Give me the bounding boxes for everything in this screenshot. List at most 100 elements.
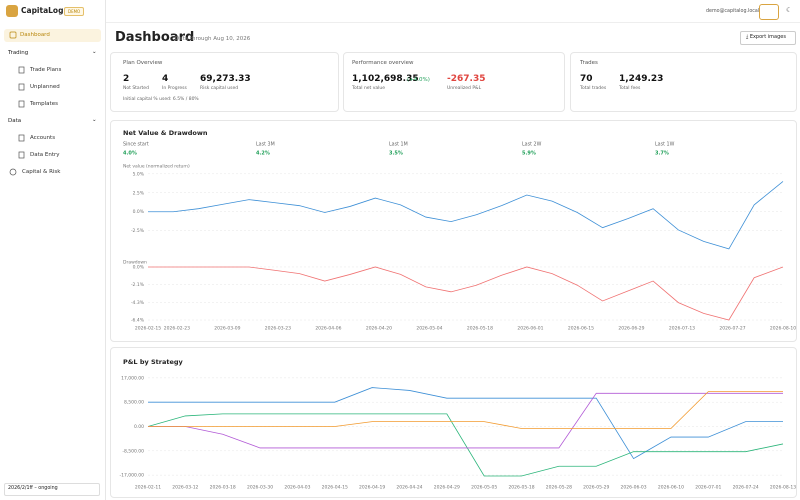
icon xyxy=(18,151,25,159)
icon xyxy=(18,100,25,108)
y-tick-label: -2.1% xyxy=(131,282,145,288)
stat-value: 2 xyxy=(123,74,130,84)
chevron[interactable]: ⌄ xyxy=(92,117,97,123)
y-tick-label: 0.0% xyxy=(133,264,145,270)
x-tick-label: 2026-03-09 xyxy=(214,326,240,332)
x-tick-label: 2026-05-04 xyxy=(416,326,442,332)
icon xyxy=(18,83,25,91)
stat-value: 5.9% xyxy=(522,151,536,157)
logo xyxy=(6,5,18,17)
nav-item[interactable]: Capital & Risk xyxy=(22,169,61,175)
stat-value: -267.35 xyxy=(447,74,486,84)
stat-value: 1,249.23 xyxy=(619,74,664,84)
stat-value: 4 xyxy=(162,74,169,84)
stat-label: Total trades xyxy=(580,86,607,91)
x-tick-label: 2026-03-12 xyxy=(172,485,198,491)
x-tick-label: 2026-06-29 xyxy=(618,326,644,332)
chevron[interactable]: ⌄ xyxy=(92,49,97,55)
stat-value: 3.7% xyxy=(655,151,669,157)
y-tick-label: 17,000.00 xyxy=(121,375,144,381)
line xyxy=(148,266,784,321)
card xyxy=(343,52,565,112)
x-tick-label: 2026-04-20 xyxy=(366,326,392,332)
theme-toggle[interactable]: ☾ xyxy=(786,6,793,14)
panel-label: Net value (normalized return) xyxy=(123,164,190,170)
x-tick-label: 2026-06-10 xyxy=(658,485,684,491)
y-tick-label: 0.0% xyxy=(133,209,145,215)
x-tick-label: 2026-07-13 xyxy=(669,326,695,332)
x-tick-label: 2026-08-10 xyxy=(770,326,796,332)
badge: DEMO xyxy=(64,7,85,16)
stat-label: Last 1W xyxy=(655,142,675,148)
x-tick-label: 2026-04-06 xyxy=(315,326,341,332)
page-subtitle: Data through Aug 10, 2026 xyxy=(175,36,251,42)
export-button[interactable] xyxy=(740,31,796,45)
x-tick-label: 2026-06-01 xyxy=(517,326,543,332)
stat-label: Last 3M xyxy=(256,142,275,148)
nav-section[interactable]: Trading xyxy=(8,50,29,56)
card-title: Trades xyxy=(580,60,598,66)
settings-button[interactable] xyxy=(759,4,779,20)
line xyxy=(148,181,784,250)
x-tick-label: 2026-03-18 xyxy=(210,485,236,491)
stat-label: In Progress xyxy=(162,86,187,91)
divider xyxy=(106,22,800,23)
range-text[interactable]: 2026/2/1ff – ongoing xyxy=(8,486,58,491)
export-label[interactable]: ⤓ Export images xyxy=(746,34,786,40)
x-tick-label: 2026-05-18 xyxy=(467,326,493,332)
stat-value: 4.0% xyxy=(123,151,137,157)
stat-value: 3.5% xyxy=(389,151,403,157)
nav-item[interactable]: Trade Plans xyxy=(30,67,62,73)
x-tick-label: 2026-03-23 xyxy=(265,326,291,332)
nav-item[interactable]: Dashboard xyxy=(20,32,50,38)
stat-value: 69,273.33 xyxy=(200,74,251,84)
sidebar xyxy=(0,0,106,500)
x-tick-label: 2026-06-15 xyxy=(568,326,594,332)
y-tick-label: 8,500.00 xyxy=(124,400,144,406)
y-tick-label: -4.3% xyxy=(131,300,145,306)
icon xyxy=(9,168,17,176)
y-tick-label: -17,000.00 xyxy=(119,473,144,479)
x-tick-label: 2026-07-24 xyxy=(733,485,759,491)
y-tick-label: -6.4% xyxy=(131,318,145,324)
stat-label: Not Started xyxy=(123,86,149,91)
range-select[interactable] xyxy=(4,483,100,496)
stat-label: Total net value xyxy=(352,86,386,91)
panel-label: Drawdown xyxy=(123,260,147,266)
export-text[interactable]: Export images xyxy=(749,34,786,40)
brand: CapitaLog xyxy=(21,6,64,15)
nav-icons xyxy=(9,31,25,176)
stat-label: Risk capital used xyxy=(200,86,239,91)
x-tick-label: 2026-04-29 xyxy=(434,485,460,491)
x-tick-label: 2026-04-19 xyxy=(359,485,385,491)
card xyxy=(570,52,797,112)
nav-item[interactable]: Templates xyxy=(30,101,58,107)
y-tick-label: -8,500.00 xyxy=(122,448,144,454)
nav-item[interactable]: Accounts xyxy=(30,135,56,141)
x-tick-label: 2026-03-30 xyxy=(247,485,273,491)
stat-label: Last 1M xyxy=(389,142,408,148)
y-tick-label: -2.5% xyxy=(131,228,145,234)
icon xyxy=(18,134,25,142)
x-tick-label: 2026-07-27 xyxy=(719,326,745,332)
stat-value: 1,102,698.35 xyxy=(352,74,419,84)
nav-section[interactable]: Data xyxy=(8,118,22,124)
nav-item[interactable]: Unplanned xyxy=(30,84,60,90)
nav-active-bg[interactable] xyxy=(4,29,101,42)
nav-item[interactable]: Data Entry xyxy=(30,152,60,158)
stat-change: (+4.0%) xyxy=(407,77,430,83)
x-tick-label: 2026-04-03 xyxy=(284,485,310,491)
stat-label: Since start xyxy=(123,142,149,148)
page-title: Dashboard xyxy=(115,30,195,45)
x-tick-label: 2026-07-01 xyxy=(695,485,721,491)
x-tick-label: 2026-08-13 xyxy=(770,485,796,491)
x-tick-label: 2026-05-18 xyxy=(508,485,534,491)
line xyxy=(148,392,783,449)
stat-label: Unrealized P&L xyxy=(447,86,482,91)
card xyxy=(110,52,339,112)
card-title: Performance overview xyxy=(352,60,414,66)
card-title: Plan Overview xyxy=(123,60,163,66)
panel xyxy=(110,120,797,342)
panel xyxy=(110,347,797,498)
